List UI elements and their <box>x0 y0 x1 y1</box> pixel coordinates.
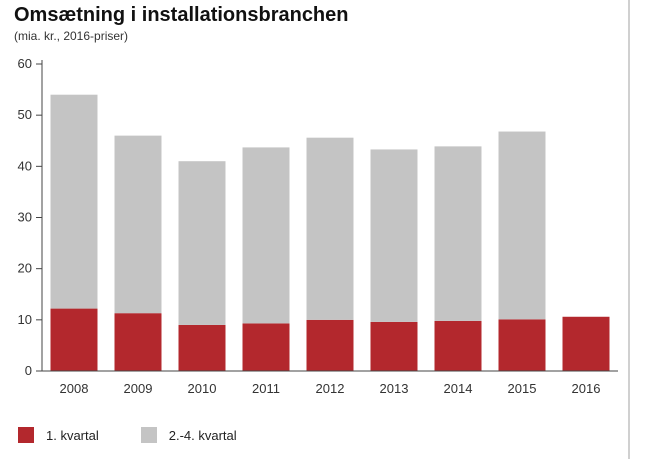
bar-q1-2011 <box>242 323 290 371</box>
bar-q2-4-2008 <box>50 94 98 309</box>
bar-q2-4-2014 <box>434 146 482 321</box>
x-tick-label: 2010 <box>188 381 217 396</box>
panel-border <box>628 0 630 459</box>
bar-q1-2016 <box>562 316 610 371</box>
bar-q2-4-2012 <box>306 137 354 320</box>
x-tick-label: 2015 <box>508 381 537 396</box>
bar-q2-4-2011 <box>242 147 290 324</box>
x-tick-label: 2011 <box>252 381 280 396</box>
x-tick-label: 2013 <box>380 381 409 396</box>
x-tick-label: 2008 <box>60 381 89 396</box>
bar-q2-4-2015 <box>498 131 546 320</box>
bar-q1-2010 <box>178 324 226 371</box>
y-tick-label: 50 <box>18 107 32 122</box>
y-tick-label: 30 <box>18 210 32 225</box>
bar-q1-2015 <box>498 319 546 371</box>
y-tick-label: 40 <box>18 158 32 173</box>
legend-swatch-q1 <box>18 427 34 443</box>
bar-q2-4-2009 <box>114 135 162 314</box>
chart-title: Omsætning i installationsbranchen <box>14 4 349 26</box>
legend-swatch-q2-4 <box>140 427 157 443</box>
legend-label-q2-4: 2.-4. kvartal <box>168 427 237 443</box>
y-tick-label: 0 <box>25 363 32 378</box>
bar-q1-2012 <box>306 319 354 371</box>
bar-q2-4-2013 <box>370 149 418 322</box>
bar-q1-2013 <box>370 321 418 371</box>
chart-subtitle: (mia. kr., 2016-priser) <box>14 29 129 43</box>
bar-q1-2008 <box>50 308 98 371</box>
bar-chart: 0 10 20 30 40 50 60 2008 2009 2010 2011 2012 2013 201… <box>18 56 618 396</box>
y-tick-label: 60 <box>18 56 32 71</box>
legend-item-q1: 1. kvartal <box>18 427 99 443</box>
y-tick-label: 10 <box>18 312 32 327</box>
x-tick-label: 2012 <box>316 381 345 396</box>
x-tick-label: 2016 <box>572 381 601 396</box>
legend-item-q2-4: 2.-4. kvartal <box>140 427 237 443</box>
x-tick-label: 2014 <box>444 381 473 396</box>
legend: 1. kvartal 2.-4. kvartal <box>18 427 279 443</box>
x-tick-label: 2009 <box>124 381 153 396</box>
y-tick-label: 20 <box>18 261 32 276</box>
bar-q2-4-2010 <box>178 161 226 325</box>
bar-q1-2009 <box>114 313 162 371</box>
legend-label-q1: 1. kvartal <box>46 427 99 443</box>
bar-q1-2014 <box>434 320 482 371</box>
